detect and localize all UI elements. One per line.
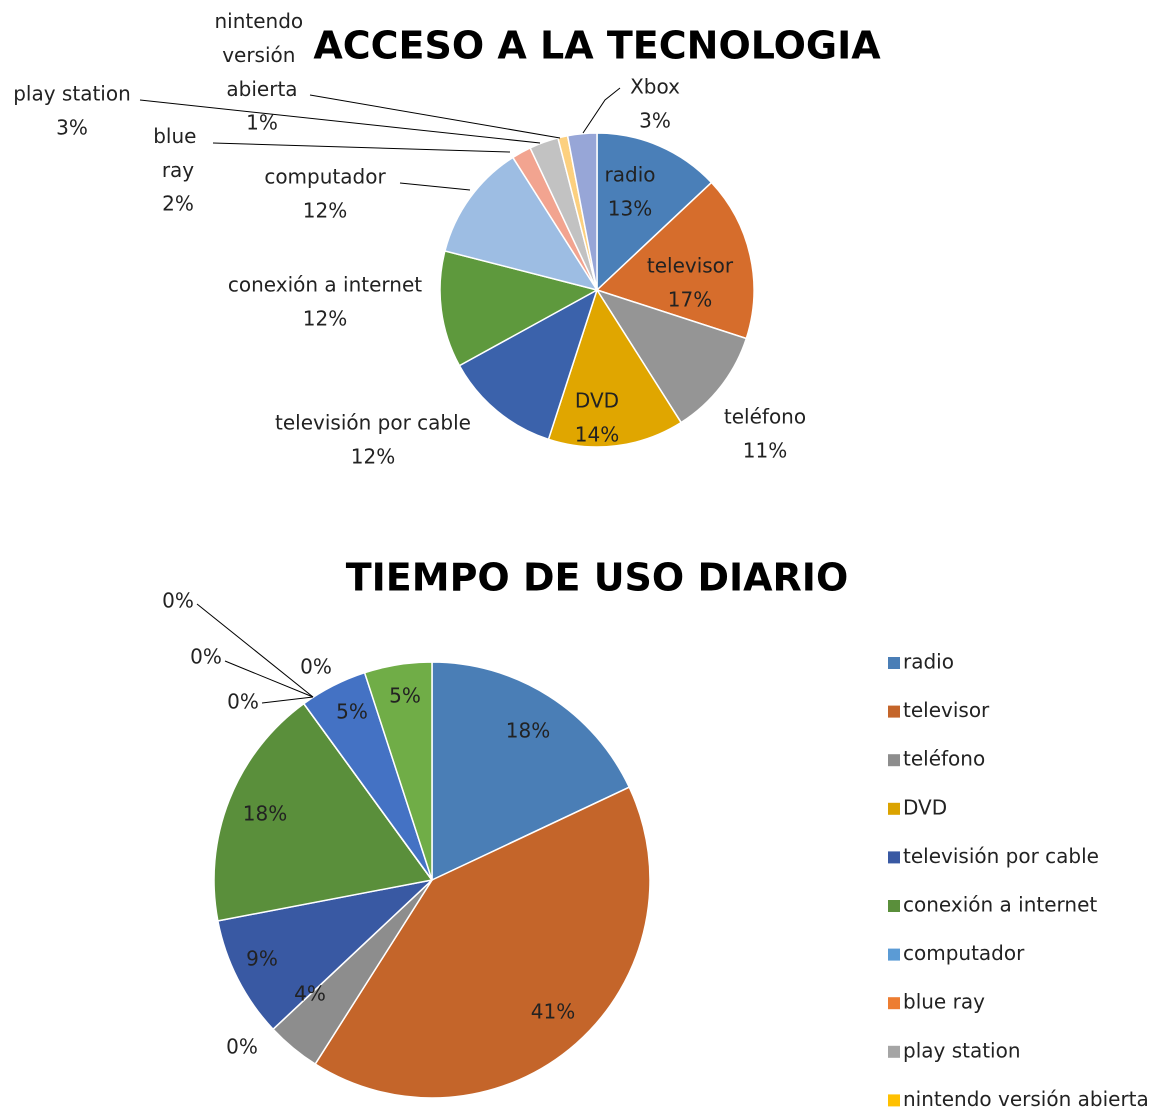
category-label: Xbox [630, 75, 680, 99]
legend-swatch [888, 900, 900, 912]
pie-slice [431, 661, 631, 882]
pie-slice [596, 132, 713, 292]
data-label: 0% [227, 690, 259, 714]
legend-swatch [888, 754, 900, 767]
data-label: 5% [389, 684, 421, 708]
leader-line [224, 660, 314, 698]
category-label: blue ray [153, 124, 203, 182]
leader-line [309, 94, 561, 139]
data-label: 12% [351, 445, 395, 469]
leader-line [139, 99, 541, 144]
data-label: 0% [300, 655, 332, 679]
leader-line [196, 603, 314, 698]
leader-line [582, 87, 621, 134]
data-label: 17% [668, 288, 712, 312]
legend-label: radio [903, 650, 954, 674]
legend-label: blue ray [903, 990, 985, 1014]
data-label: 5% [336, 700, 368, 724]
legend-label: nintendo versión abierta [903, 1087, 1149, 1108]
data-label: 11% [743, 439, 787, 463]
chart-title: ACCESO A LA TECNOLOGIA [313, 24, 881, 68]
legend-label: teléfono [903, 747, 985, 771]
pie-slice [444, 156, 599, 292]
legend-label: play station [903, 1038, 1021, 1062]
legend-label: computador [903, 941, 1025, 965]
data-label: 14% [575, 423, 619, 447]
legend-swatch [888, 802, 900, 815]
data-label: 18% [243, 802, 287, 826]
data-label: 3% [639, 109, 671, 133]
pie-slice [547, 288, 683, 448]
legend-label: televisión por cable [903, 844, 1099, 868]
legend-label: televisor [903, 698, 990, 722]
legend-swatch [888, 948, 900, 961]
legend-swatch [888, 705, 900, 718]
legend-swatch [888, 851, 900, 864]
legend-label: conexión a internet [903, 893, 1097, 917]
data-label: 0% [162, 589, 194, 613]
pie-slice [216, 878, 435, 1031]
data-label: 41% [531, 1000, 575, 1024]
legend-label: DVD [903, 795, 947, 819]
category-label: nintendo versión abierta [214, 9, 309, 101]
data-label: 1% [246, 111, 278, 135]
pie-slice [363, 661, 433, 881]
pie-slice [439, 250, 600, 367]
data-label: 0% [226, 1035, 258, 1059]
data-label: 9% [246, 947, 278, 971]
data-label: 12% [303, 199, 347, 223]
leader-line [399, 182, 471, 191]
legend-swatch [888, 997, 900, 1010]
data-label: 2% [162, 192, 194, 216]
pie-slice [458, 288, 599, 441]
data-label: 3% [56, 116, 88, 140]
data-label: 13% [608, 197, 652, 221]
legend-swatch [888, 1094, 900, 1107]
leader-line [261, 696, 314, 704]
category-label: televisor [647, 254, 734, 278]
pie-slice [314, 786, 651, 1099]
pie-slice [595, 288, 748, 424]
data-label: 0% [190, 645, 222, 669]
pie-slice [595, 181, 755, 340]
category-label: computador [264, 165, 386, 189]
pie-slice [566, 132, 598, 291]
category-label: radio [605, 163, 656, 187]
chart-title: TIEMPO DE USO DIARIO [346, 556, 849, 600]
category-label: DVD [575, 389, 619, 413]
legend-swatch [888, 1045, 900, 1058]
data-label: 18% [506, 719, 550, 743]
pie-slice [213, 702, 434, 922]
category-label: play station [13, 82, 131, 106]
leader-line [212, 142, 511, 153]
data-label: 4% [294, 982, 326, 1006]
legend-swatch [888, 657, 900, 669]
category-label: conexión a internet [228, 273, 422, 297]
category-label: teléfono [724, 405, 806, 429]
category-label: televisión por cable [275, 411, 471, 435]
data-label: 12% [303, 307, 347, 331]
